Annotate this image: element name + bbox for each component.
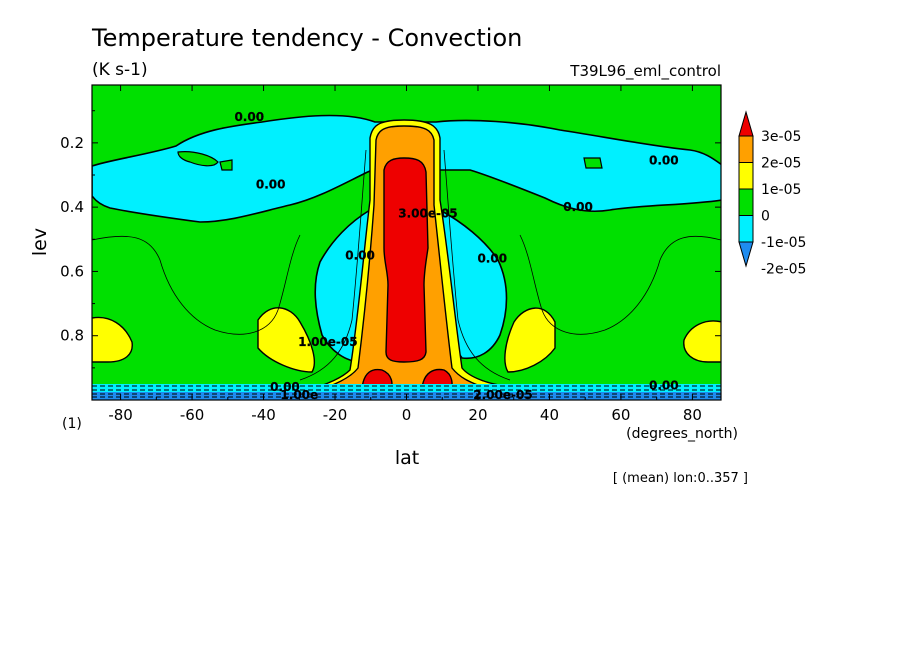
- colorbar-label: -2e-05: [761, 262, 806, 278]
- x-tick-label: -20: [323, 406, 348, 424]
- colorbar: 3e-05 2e-05 1e-05 0 -1e-05 -2e-05: [738, 110, 806, 278]
- x-tick-label: 80: [683, 406, 702, 424]
- colorbar-label: 3e-05: [761, 129, 801, 145]
- contour-label: 0.00: [563, 200, 593, 214]
- contour-label: 1.00e: [280, 388, 318, 402]
- y-tick-label: 0.8: [60, 327, 84, 345]
- thin-contour-core-left: [299, 149, 367, 381]
- positive-lobe-left-high: [92, 316, 133, 363]
- x-axis: -80 -60 -40 -20 0 20 40 60 80: [108, 85, 702, 424]
- y-units-label: (1): [62, 416, 82, 432]
- contour-label: 0.00: [345, 248, 375, 262]
- x-tick-label: -40: [251, 406, 276, 424]
- x-axis-title: lat: [395, 447, 419, 469]
- negative-lobe-right: [439, 208, 508, 360]
- contour-label: 0.00: [649, 379, 679, 393]
- colorbar-swatch: [738, 188, 754, 216]
- colorbar-label: 0: [761, 209, 770, 225]
- x-tick-label: 40: [540, 406, 559, 424]
- y-tick-label: 0.2: [60, 134, 84, 152]
- thin-contour-left: [92, 234, 301, 335]
- contour-label: 2.00e-05: [473, 388, 532, 402]
- x-tick-label: -80: [108, 406, 133, 424]
- contour-label: 0.00: [270, 380, 300, 394]
- x-units-label: (degrees_north): [626, 426, 738, 442]
- x-tick-label: 60: [611, 406, 630, 424]
- green-island-left-2: [219, 159, 233, 171]
- x-tick-label: 20: [468, 406, 487, 424]
- colorbar-label: -1e-05: [761, 235, 806, 251]
- contour-label: 0.00: [256, 178, 286, 192]
- core-positive-3e-05: [383, 157, 429, 363]
- thin-contour-right: [519, 234, 721, 335]
- thin-contour-core-right: [443, 149, 511, 381]
- green-island-left: [177, 151, 219, 167]
- contour-field: [92, 85, 721, 400]
- chart-title: Temperature tendency - Convection: [91, 24, 522, 52]
- y-axis: 0.2 0.4 0.6 0.8: [60, 110, 721, 401]
- surface-dashed-contours: [92, 385, 721, 398]
- contour-label: 3.00e-05: [398, 207, 457, 221]
- chart-units: (K s-1): [92, 60, 148, 80]
- experiment-label: T39L96_eml_control: [569, 62, 721, 81]
- x-tick-label: -60: [180, 406, 205, 424]
- averaging-note: [ (mean) lon:0..357 ]: [613, 471, 748, 486]
- colorbar-label: 2e-05: [761, 156, 801, 172]
- surface-negative-1e-05: [92, 384, 721, 394]
- colorbar-swatch-min: [738, 241, 754, 268]
- x-tick-label: 0: [402, 406, 412, 424]
- colorbar-swatch: [738, 135, 754, 163]
- y-tick-label: 0.6: [60, 262, 84, 280]
- contour-label: 0.00: [649, 154, 679, 168]
- colorbar-label: 1e-05: [761, 182, 801, 198]
- colorbar-swatch: [738, 162, 754, 190]
- green-island-right: [583, 157, 603, 169]
- colorbar-swatch-max: [738, 110, 754, 137]
- contour-label: 0.00: [477, 252, 507, 266]
- positive-lobe-right-mid: [504, 307, 556, 373]
- positive-lobe-left-mid: [257, 307, 316, 373]
- contour-label: 0.00: [234, 110, 264, 124]
- positive-lobe-right-high: [683, 320, 721, 363]
- y-tick-label: 0.4: [60, 198, 84, 216]
- contour-labels: 0.00 0.00 0.00 0.00 0.00 0.00 0.00 0.00 1.00e-05…: [234, 110, 678, 402]
- colorbar-swatch: [738, 215, 754, 243]
- contour-label: 1.00e-05: [298, 335, 357, 349]
- y-axis-title: lev: [29, 228, 51, 256]
